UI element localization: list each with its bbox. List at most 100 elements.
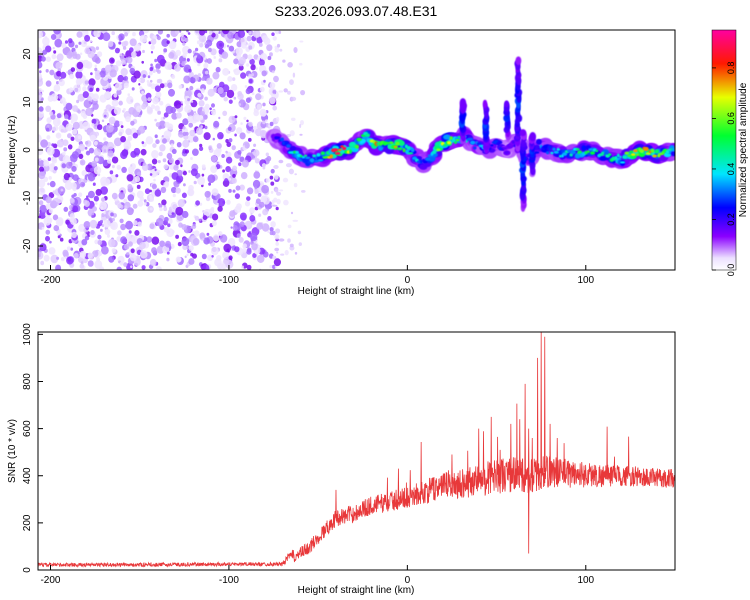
snr-x-tick-label: 100 xyxy=(577,575,594,586)
noise-blob xyxy=(272,36,277,41)
noise-blob xyxy=(218,116,221,120)
ridge-blob xyxy=(356,137,362,142)
ridge-blob xyxy=(645,152,651,155)
noise-blob xyxy=(129,67,136,74)
noise-blob xyxy=(228,188,232,193)
noise-blob xyxy=(204,43,209,49)
noise-blob xyxy=(103,178,111,186)
noise-blob xyxy=(124,55,127,59)
noise-blob xyxy=(149,197,154,203)
noise-blob xyxy=(126,252,130,256)
noise-blob xyxy=(203,208,211,217)
noise-blob xyxy=(248,137,252,142)
noise-blob xyxy=(290,96,297,101)
ridge-blob xyxy=(467,137,474,141)
ridge-blob xyxy=(511,140,515,144)
noise-blob xyxy=(91,93,99,102)
noise-blob xyxy=(38,171,46,180)
noise-blob xyxy=(120,125,124,129)
noise-blob xyxy=(162,158,167,163)
noise-blob xyxy=(274,188,279,193)
noise-blob xyxy=(38,47,43,56)
noise-blob xyxy=(54,38,63,48)
noise-blob xyxy=(155,139,160,145)
noise-blob xyxy=(141,60,144,64)
noise-blob xyxy=(100,228,103,232)
noise-blob xyxy=(142,162,146,166)
ridge-blob xyxy=(556,148,560,151)
noise-blob xyxy=(132,132,138,139)
noise-blob xyxy=(184,89,192,98)
noise-blob xyxy=(187,98,190,102)
noise-blob xyxy=(263,79,266,83)
noise-blob xyxy=(187,32,191,35)
noise-blob xyxy=(114,82,122,91)
noise-blob xyxy=(53,225,60,232)
noise-blob xyxy=(164,61,172,70)
noise-blob xyxy=(136,190,144,199)
noise-blob xyxy=(250,233,258,242)
noise-blob xyxy=(72,128,78,135)
noise-blob xyxy=(253,110,259,117)
noise-blob xyxy=(87,209,95,217)
noise-blob xyxy=(248,45,253,50)
noise-blob xyxy=(128,107,136,115)
noise-blob xyxy=(82,91,89,99)
noise-blob xyxy=(120,150,128,160)
noise-blob xyxy=(240,41,247,49)
noise-blob xyxy=(155,91,162,98)
noise-blob xyxy=(85,141,89,145)
noise-blob xyxy=(162,245,170,254)
noise-blob xyxy=(181,192,187,199)
noise-blob xyxy=(270,168,275,174)
noise-blob xyxy=(136,184,141,189)
ridge-blob xyxy=(619,155,622,159)
noise-blob xyxy=(92,182,96,186)
noise-blob xyxy=(126,174,134,182)
ridge-blob xyxy=(423,160,428,164)
noise-blob xyxy=(101,119,105,123)
noise-blob xyxy=(63,147,68,152)
noise-blob xyxy=(232,189,236,193)
ridge-blob xyxy=(553,150,559,154)
noise-blob xyxy=(167,82,173,89)
ridge-blob xyxy=(652,154,657,158)
noise-blob xyxy=(173,164,179,171)
noise-blob xyxy=(262,208,269,216)
noise-blob xyxy=(292,219,299,222)
noise-blob xyxy=(208,145,213,150)
noise-blob xyxy=(271,32,275,36)
noise-blob xyxy=(273,75,279,83)
noise-blob xyxy=(131,87,135,91)
ridge-blob xyxy=(301,156,306,159)
noise-blob xyxy=(80,110,87,118)
noise-blob xyxy=(279,48,283,52)
noise-blob xyxy=(276,191,282,196)
noise-blob xyxy=(89,219,98,229)
noise-blob xyxy=(202,215,208,221)
noise-blob xyxy=(73,85,77,88)
noise-blob xyxy=(129,47,134,53)
noise-blob xyxy=(119,121,123,126)
noise-blob xyxy=(173,100,182,109)
ridge-blob xyxy=(443,134,451,140)
noise-blob xyxy=(56,113,62,119)
noise-blob xyxy=(177,199,185,208)
noise-blob xyxy=(87,190,95,199)
noise-blob xyxy=(121,59,126,65)
noise-blob xyxy=(260,53,268,61)
noise-blob xyxy=(103,149,107,153)
noise-blob xyxy=(239,56,246,65)
ridge-blob xyxy=(575,148,580,151)
noise-blob xyxy=(151,150,159,159)
noise-blob xyxy=(83,221,91,229)
noise-blob xyxy=(90,230,95,235)
noise-blob xyxy=(151,169,154,173)
ridge-blob xyxy=(570,150,576,155)
noise-blob xyxy=(92,206,97,212)
streak-blob xyxy=(515,56,522,65)
noise-blob xyxy=(42,37,50,46)
noise-blob xyxy=(127,184,133,190)
noise-blob xyxy=(68,177,73,181)
ridge-blob xyxy=(643,146,649,152)
